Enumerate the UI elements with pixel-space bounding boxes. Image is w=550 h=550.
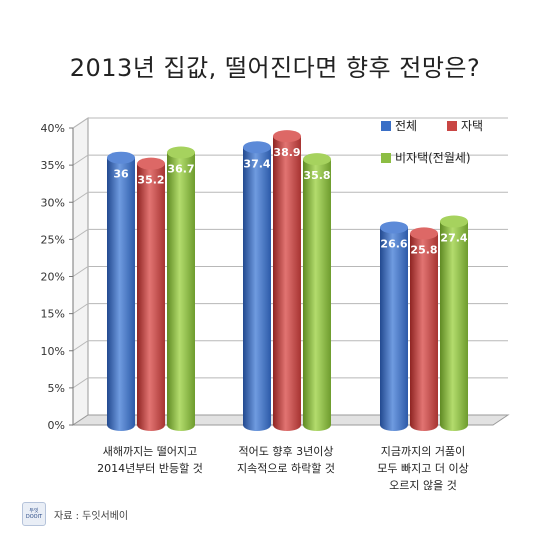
category-label: 모두 빠지고 더 이상: [377, 462, 468, 475]
source-credit: 두잇 DOOIT 자료 : 두잇서베이: [22, 502, 128, 526]
bar-body: [380, 227, 408, 431]
category-label: 적어도 향후 3년이상: [239, 445, 334, 458]
bar-cap: [410, 227, 438, 240]
bar-body: [167, 152, 195, 431]
gridline: [72, 266, 508, 277]
data-label: 25.8: [410, 243, 437, 256]
bar: [303, 153, 331, 431]
bar-cap: [107, 151, 135, 164]
data-label: 35.2: [137, 174, 164, 187]
gridline: [72, 154, 508, 166]
bar: [137, 157, 165, 431]
dooit-logo: 두잇 DOOIT: [22, 502, 46, 526]
bar: [243, 141, 271, 431]
y-tick-label: 20%: [41, 271, 65, 284]
chart-axes: 0% 5% 10% 15% 20% 25% 30% 35% 40%: [41, 122, 74, 432]
data-labels: 36 37.4 26.6 35.2 38.9 25.8 36.7 35.8 27.4: [113, 146, 468, 256]
legend-label: 자택: [461, 119, 483, 133]
category-label: 새해까지는 떨어지고: [103, 444, 198, 458]
bar-body: [410, 233, 438, 431]
y-tick-label: 10%: [41, 345, 65, 358]
data-label: 37.4: [243, 157, 270, 170]
bar-body: [137, 163, 165, 431]
y-tick-label: 40%: [41, 122, 65, 135]
bar-body: [273, 136, 301, 432]
bar-cap: [167, 146, 195, 159]
bar: [410, 227, 438, 431]
bar-cap: [303, 153, 331, 166]
bar: [107, 151, 135, 431]
bar: [440, 215, 468, 431]
gridline: [72, 191, 508, 203]
bar-cap: [243, 141, 271, 154]
data-label: 36.7: [167, 163, 194, 176]
bar: [273, 130, 301, 432]
chart-title: 2013년 집값, 떨어진다면 향후 전망은?: [69, 54, 481, 82]
category-label: 2014년부터 반등할 것: [97, 462, 203, 475]
legend-label: 전체: [395, 119, 417, 133]
bar-body: [303, 159, 331, 431]
category-label: 지속적으로 하락할 것: [237, 461, 335, 475]
legend-swatch: [447, 121, 457, 131]
gridline: [72, 377, 508, 389]
bar-body: [243, 147, 271, 431]
legend-label: 비자택(전월세): [395, 151, 471, 165]
data-label: 35.8: [303, 169, 330, 182]
legend-swatch: [381, 121, 391, 131]
y-tick-label: 35%: [41, 159, 65, 172]
y-tick-label: 5%: [48, 382, 65, 395]
legend-swatch: [381, 153, 391, 163]
gridline: [72, 117, 508, 129]
gridline: [72, 228, 508, 240]
category-labels: 새해까지는 떨어지고 2014년부터 반등할 것 적어도 향후 3년이상지속적으로 …: [97, 444, 469, 492]
source-text: 자료 : 두잇서베이: [54, 510, 129, 522]
bar: [380, 221, 408, 431]
y-tick-label: 25%: [41, 233, 65, 246]
bar: [167, 146, 195, 431]
bar-cap: [137, 157, 165, 170]
category-label: 지금까지의 거품이: [381, 445, 465, 458]
bar-body: [107, 157, 135, 431]
data-label: 38.9: [273, 146, 300, 159]
y-tick-label: 0%: [48, 419, 65, 432]
gridline: [72, 340, 508, 352]
bar-cap: [440, 215, 468, 228]
data-label: 26.6: [380, 237, 407, 250]
bar-cap: [380, 221, 408, 234]
y-tick-label: 30%: [41, 196, 65, 209]
y-tick-label: 15%: [41, 308, 65, 321]
data-label: 36: [113, 168, 129, 181]
bar-cap: [273, 130, 301, 143]
bar-series: [107, 130, 468, 432]
data-label: 27.4: [440, 232, 467, 245]
bar-body: [440, 221, 468, 431]
gridline: [72, 303, 508, 315]
category-label: 오르지 않을 것: [389, 479, 457, 492]
